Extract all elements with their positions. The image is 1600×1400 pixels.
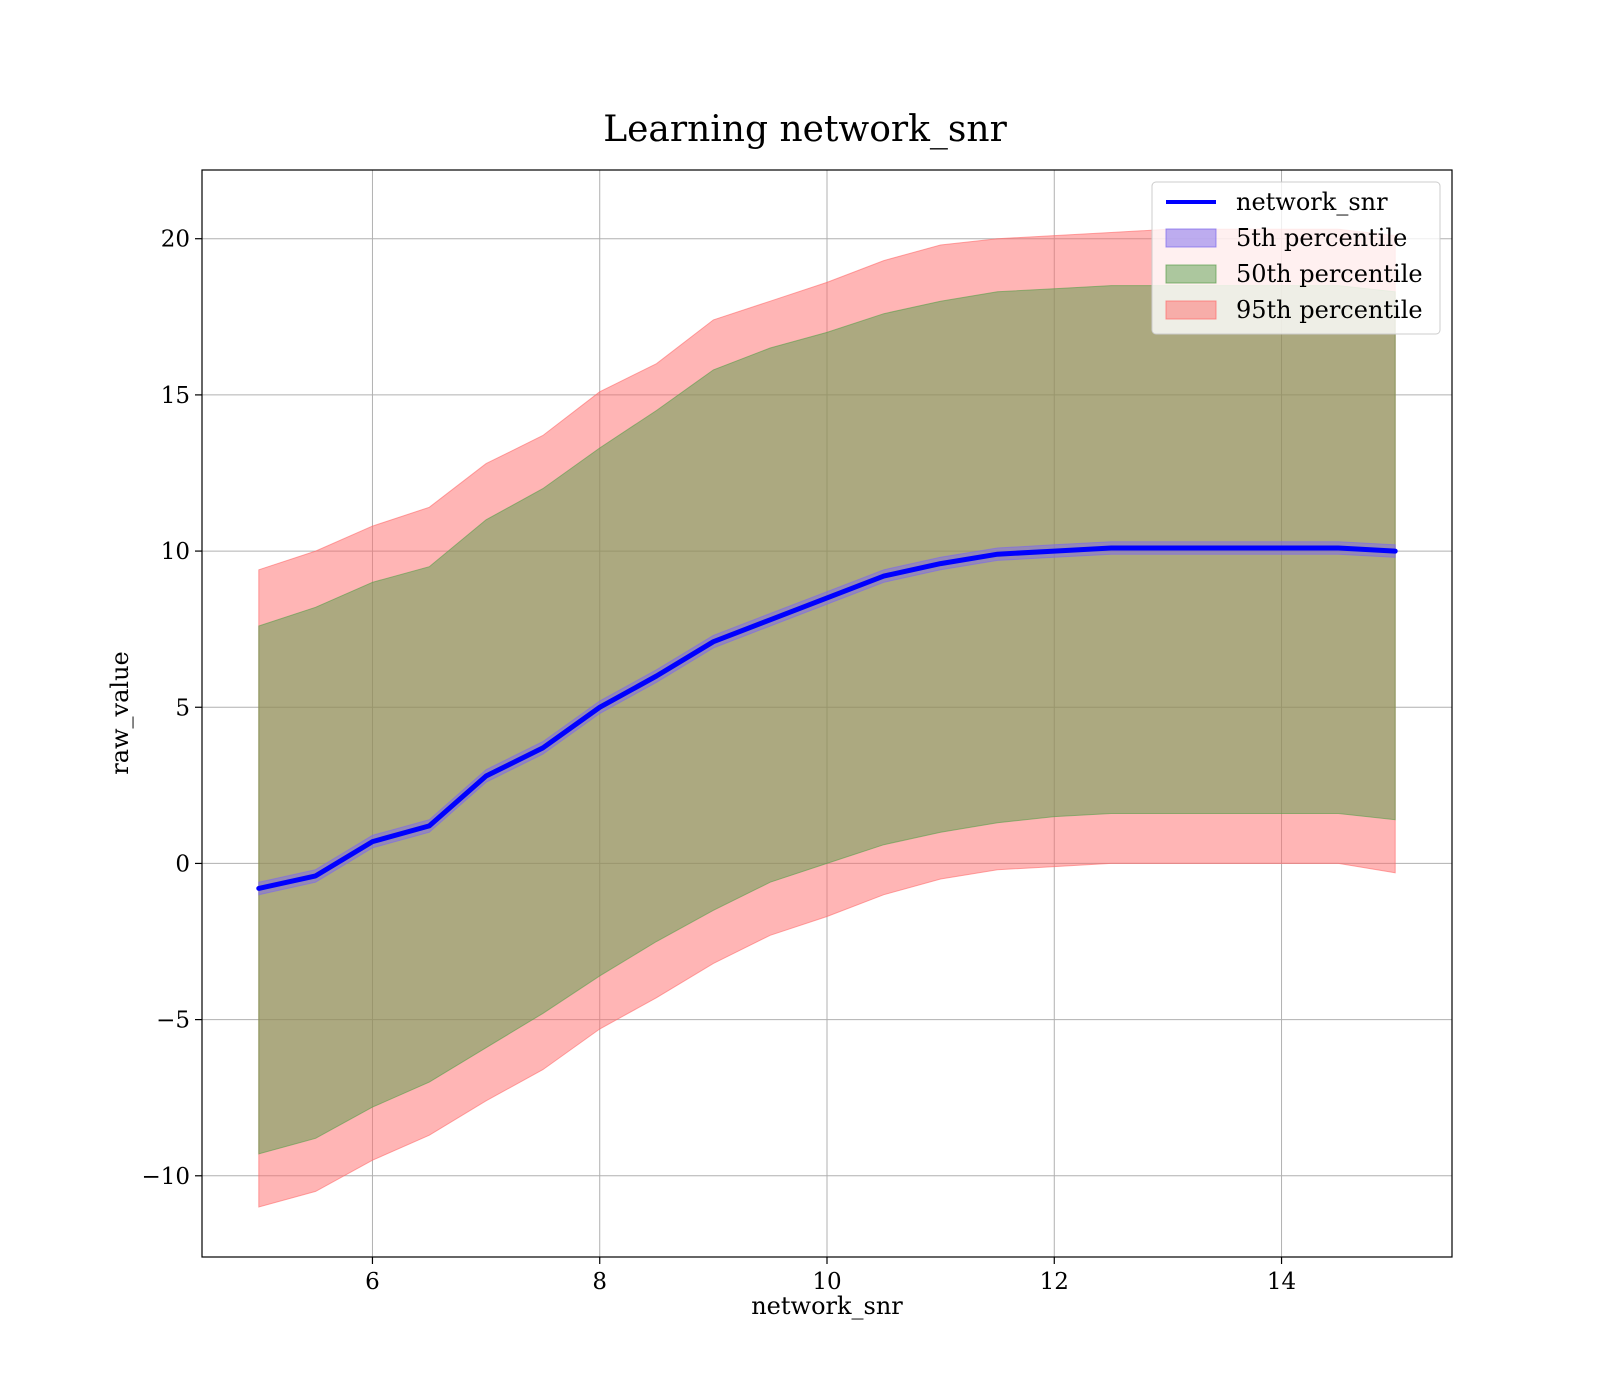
band-5th-percentile	[258, 541, 1396, 896]
legend-frame	[1151, 181, 1441, 335]
y-tick-label: 15	[161, 383, 190, 409]
y-tick-label: 0	[175, 851, 190, 877]
y-axis-label: raw_value	[106, 651, 134, 775]
legend-swatch-patch	[1165, 300, 1217, 320]
percentile-bands	[258, 228, 1396, 1208]
legend-swatch-patch	[1165, 264, 1217, 284]
legend: network_snr 5th percentile 50th percentile…	[1151, 181, 1441, 335]
y-tick-label: 5	[175, 695, 190, 721]
x-tick-label: 6	[365, 1269, 380, 1295]
legend-entry-label: 50th percentile	[1236, 260, 1423, 288]
x-tick-label: 14	[1267, 1269, 1296, 1295]
x-axis-label: network_snr	[751, 1292, 903, 1320]
line-network_snr	[256, 545, 1398, 891]
axis-ticks: 6 8 10 12 14 −10 −5 0 5 10 15 20	[141, 227, 1296, 1295]
series-lines	[256, 545, 1398, 891]
x-tick-label: 12	[1040, 1269, 1069, 1295]
band-50th-percentile	[258, 285, 1396, 1155]
y-tick-label: −5	[156, 1008, 190, 1034]
legend-entry-label: 95th percentile	[1236, 296, 1423, 324]
chart-title: Learning network_snr	[603, 109, 1007, 150]
x-tick-label: 8	[592, 1269, 607, 1295]
y-tick-label: 10	[161, 539, 190, 565]
y-tick-label: −10	[141, 1164, 190, 1190]
y-tick-label: 20	[161, 227, 190, 253]
legend-swatch-patch	[1165, 228, 1217, 248]
x-tick-label: 10	[812, 1269, 841, 1295]
legend-entry-label: network_snr	[1236, 188, 1388, 216]
legend-entry-label: 5th percentile	[1236, 224, 1407, 252]
